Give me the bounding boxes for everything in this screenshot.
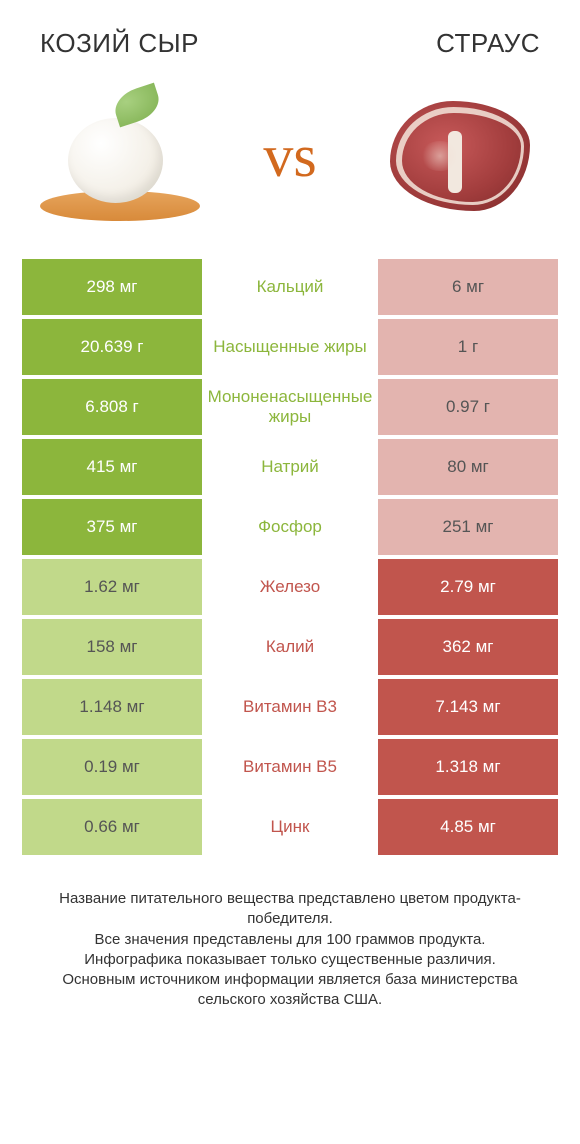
- right-value: 4.85 мг: [378, 799, 558, 855]
- left-value: 375 мг: [22, 499, 202, 555]
- left-value: 1.148 мг: [22, 679, 202, 735]
- nutrient-label: Насыщенные жиры: [202, 319, 378, 375]
- vs-label: vs: [263, 122, 316, 191]
- left-value: 6.808 г: [22, 379, 202, 435]
- nutrient-label: Натрий: [202, 439, 378, 495]
- images-row: vs: [0, 59, 580, 259]
- nutrient-label: Мононенасыщенные жиры: [202, 379, 378, 435]
- meat-icon: [390, 101, 540, 221]
- right-value: 362 мг: [378, 619, 558, 675]
- right-value: 80 мг: [378, 439, 558, 495]
- comparison-row: 6.808 гМононенасыщенные жиры0.97 г: [22, 379, 558, 435]
- comparison-row: 20.639 гНасыщенные жиры1 г: [22, 319, 558, 375]
- comparison-row: 1.148 мгВитамин B37.143 мг: [22, 679, 558, 735]
- left-product-image: [30, 71, 210, 241]
- comparison-row: 1.62 мгЖелезо2.79 мг: [22, 559, 558, 615]
- comparison-table: 298 мгКальций6 мг20.639 гНасыщенные жиры…: [0, 259, 580, 855]
- footer-line: Основным источником информации является …: [30, 970, 550, 1011]
- left-value: 1.62 мг: [22, 559, 202, 615]
- comparison-row: 415 мгНатрий80 мг: [22, 439, 558, 495]
- nutrient-label: Витамин B3: [202, 679, 378, 735]
- left-value: 415 мг: [22, 439, 202, 495]
- nutrient-label: Витамин B5: [202, 739, 378, 795]
- leaf-icon: [110, 83, 164, 128]
- nutrient-label: Цинк: [202, 799, 378, 855]
- footer-line: Все значения представлены для 100 граммо…: [30, 930, 550, 950]
- comparison-row: 158 мгКалий362 мг: [22, 619, 558, 675]
- comparison-row: 0.66 мгЦинк4.85 мг: [22, 799, 558, 855]
- nutrient-label: Фосфор: [202, 499, 378, 555]
- footer-notes: Название питательного вещества представл…: [0, 859, 580, 1011]
- left-value: 20.639 г: [22, 319, 202, 375]
- right-value: 2.79 мг: [378, 559, 558, 615]
- footer-line: Название питательного вещества представл…: [30, 889, 550, 930]
- comparison-row: 0.19 мгВитамин B51.318 мг: [22, 739, 558, 795]
- comparison-row: 298 мгКальций6 мг: [22, 259, 558, 315]
- right-value: 251 мг: [378, 499, 558, 555]
- left-value: 0.66 мг: [22, 799, 202, 855]
- footer-line: Инфографика показывает только существенн…: [30, 950, 550, 970]
- nutrient-label: Калий: [202, 619, 378, 675]
- comparison-row: 375 мгФосфор251 мг: [22, 499, 558, 555]
- right-value: 1.318 мг: [378, 739, 558, 795]
- nutrient-label: Кальций: [202, 259, 378, 315]
- left-product-title: КОЗИЙ СЫР: [40, 28, 199, 59]
- right-product-title: СТРАУС: [436, 28, 540, 59]
- right-value: 7.143 мг: [378, 679, 558, 735]
- header: КОЗИЙ СЫР СТРАУС: [0, 0, 580, 59]
- left-value: 0.19 мг: [22, 739, 202, 795]
- left-value: 298 мг: [22, 259, 202, 315]
- nutrient-label: Железо: [202, 559, 378, 615]
- right-product-image: [370, 71, 550, 241]
- cheese-wheel-icon: [68, 118, 163, 203]
- left-value: 158 мг: [22, 619, 202, 675]
- right-value: 6 мг: [378, 259, 558, 315]
- right-value: 0.97 г: [378, 379, 558, 435]
- right-value: 1 г: [378, 319, 558, 375]
